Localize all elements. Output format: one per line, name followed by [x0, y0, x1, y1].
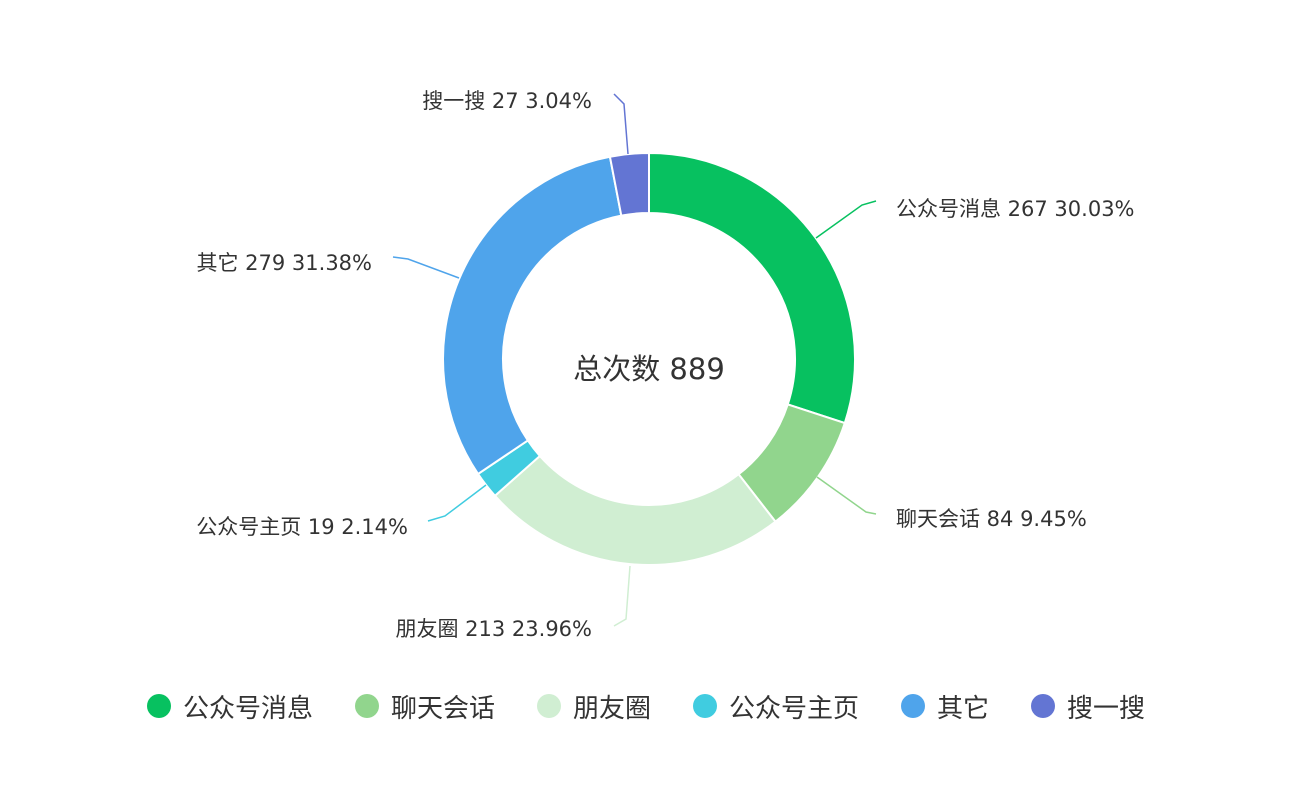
leader-line-gzh-homepage [427, 484, 487, 522]
legend-dot-icon [146, 694, 171, 718]
chart-legend: 公众号消息 聊天会话 朋友圈 公众号主页 其它 搜一搜 [0, 684, 1292, 728]
legend-dot-icon [693, 694, 717, 718]
slice-label-search: 搜一搜 27 3.04% [422, 89, 592, 113]
leader-line-gzh-message [815, 200, 877, 239]
legend-item-chat-session[interactable]: 聊天会话 [354, 688, 495, 725]
slice-search[interactable] [608, 151, 650, 217]
legend-dot-icon [901, 694, 926, 718]
legend-item-gzh-message[interactable]: 公众号消息 [146, 688, 313, 725]
slice-label-other: 其它 279 31.38% [196, 251, 372, 275]
slice-label-gzh-homepage: 公众号主页 19 2.14% [196, 515, 408, 539]
leader-lines [392, 93, 877, 627]
legend-label: 公众号主页 [729, 693, 860, 724]
slice-gzh-message[interactable] [648, 151, 856, 425]
leader-line-chat-session [816, 476, 877, 515]
legend-item-moments[interactable]: 朋友圈 [536, 688, 651, 725]
legend-label: 公众号消息 [182, 693, 313, 724]
legend-item-other[interactable]: 其它 [901, 688, 989, 725]
legend-dot-icon [536, 694, 561, 718]
legend-item-search[interactable]: 搜一搜 [1031, 688, 1145, 725]
slice-label-chat-session: 聊天会话 84 9.45% [896, 507, 1087, 531]
leader-line-other [392, 256, 460, 279]
legend-label: 聊天会话 [390, 693, 495, 724]
legend-label: 朋友圈 [572, 693, 651, 724]
legend-dot-icon [1031, 694, 1056, 718]
center-total-label: 总次数 889 [573, 352, 725, 386]
legend-label: 搜一搜 [1067, 693, 1146, 724]
slice-label-gzh-message: 公众号消息 267 30.03% [896, 197, 1135, 221]
legend-dot-icon [354, 694, 379, 718]
legend-label: 其它 [937, 693, 990, 724]
slice-labels: 公众号消息 267 30.03% 聊天会话 84 9.45% 朋友圈 213 23.… [196, 89, 1134, 641]
donut-slices [442, 151, 856, 566]
legend-item-gzh-homepage[interactable]: 公众号主页 [693, 688, 859, 725]
slice-other[interactable] [442, 155, 623, 476]
leader-line-search [613, 93, 629, 155]
leader-line-moments [613, 565, 631, 627]
slice-moments[interactable] [493, 454, 777, 566]
slice-label-moments: 朋友圈 213 23.96% [395, 617, 592, 641]
